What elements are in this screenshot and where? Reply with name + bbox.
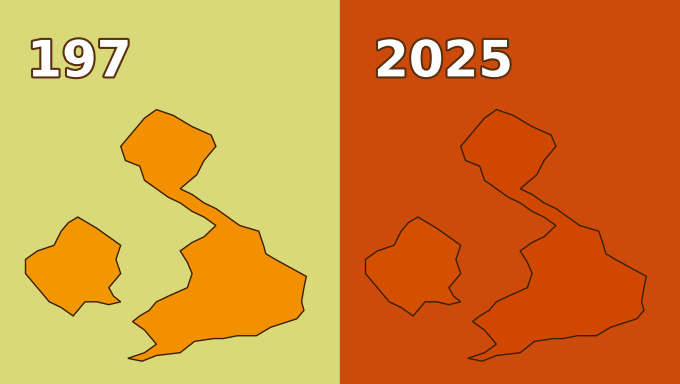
Bar — [340, 0, 680, 384]
Bar — [0, 0, 340, 384]
Polygon shape — [366, 217, 461, 316]
Text: 197: 197 — [27, 38, 132, 86]
Text: 2025: 2025 — [374, 38, 513, 86]
Polygon shape — [26, 217, 121, 316]
Polygon shape — [121, 110, 307, 361]
Polygon shape — [461, 110, 646, 361]
